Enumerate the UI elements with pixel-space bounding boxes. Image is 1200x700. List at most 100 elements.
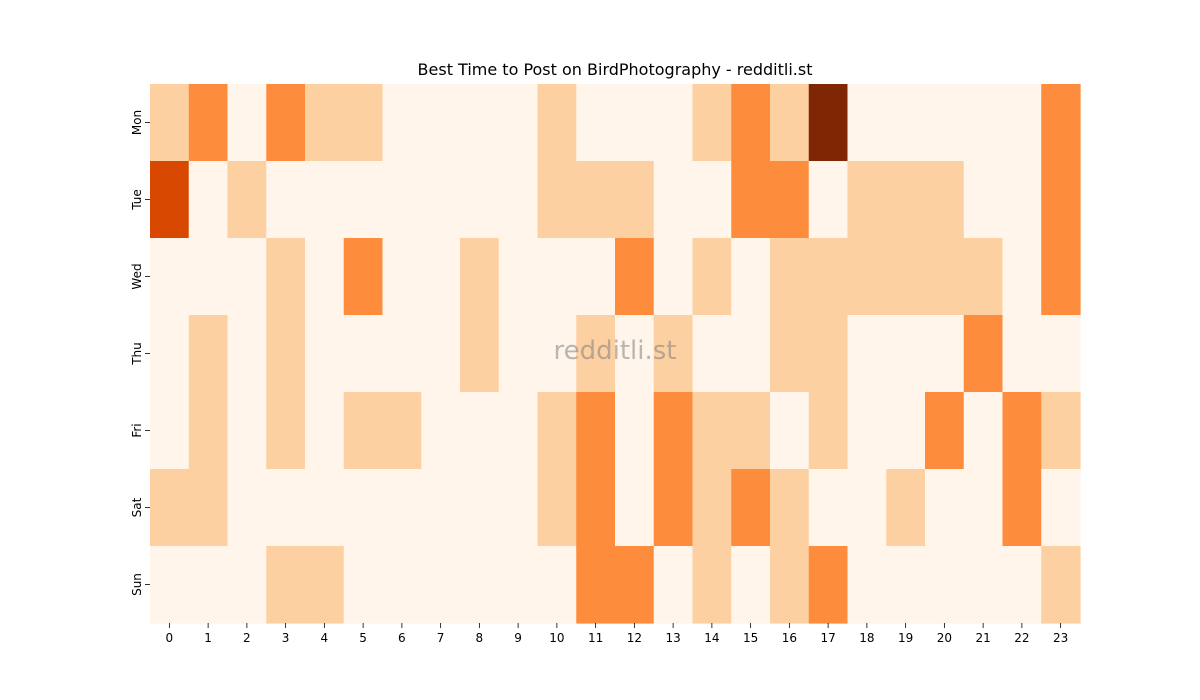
heatmap-cell-sun-6 <box>382 546 422 624</box>
heatmap-cell-thu-18 <box>847 315 887 393</box>
heatmap-cell-thu-20 <box>925 315 965 393</box>
heatmap-cell-sun-22 <box>1002 546 1042 624</box>
x-tick-label-8: 8 <box>476 631 484 645</box>
heatmap-cell-wed-7 <box>421 238 461 316</box>
heatmap-cell-sun-18 <box>847 546 887 624</box>
heatmap-cell-tue-8 <box>460 161 500 239</box>
heatmap-cell-thu-0 <box>150 315 190 393</box>
x-tick-label-9: 9 <box>514 631 522 645</box>
x-tick-label-0: 0 <box>166 631 174 645</box>
heatmap-cell-mon-19 <box>886 84 926 162</box>
heatmap-cell-sun-9 <box>498 546 539 624</box>
heatmap-cell-sat-5 <box>343 469 384 547</box>
x-tick-label-5: 5 <box>359 631 367 645</box>
heatmap-cell-sat-22 <box>1002 469 1042 547</box>
x-tick-label-11: 11 <box>588 631 603 645</box>
heatmap-cell-thu-5 <box>343 315 384 393</box>
heatmap-cell-fri-13 <box>653 392 694 470</box>
heatmap-cell-sat-16 <box>770 469 810 547</box>
heatmap-cell-sat-14 <box>692 469 732 547</box>
heatmap-cell-fri-12 <box>615 392 655 470</box>
heatmap-cell-fri-19 <box>886 392 926 470</box>
heatmap-cell-wed-9 <box>498 238 539 316</box>
heatmap-cell-tue-6 <box>382 161 422 239</box>
heatmap-cell-sun-5 <box>343 546 384 624</box>
heatmap-cell-mon-21 <box>963 84 1004 162</box>
heatmap-cell-sun-14 <box>692 546 732 624</box>
heatmap-cell-mon-5 <box>343 84 384 162</box>
heatmap-cell-tue-15 <box>731 161 771 239</box>
heatmap-cell-wed-18 <box>847 238 887 316</box>
heatmap-cell-thu-17 <box>808 315 849 393</box>
heatmap-cell-fri-0 <box>150 392 190 470</box>
heatmap-cell-mon-15 <box>731 84 771 162</box>
heatmap-cell-sat-8 <box>460 469 500 547</box>
heatmap-cell-fri-11 <box>576 392 616 470</box>
heatmap-cell-thu-1 <box>188 315 229 393</box>
heatmap-cell-wed-15 <box>731 238 771 316</box>
heatmap-cell-sat-23 <box>1041 469 1081 547</box>
heatmap-cell-sat-18 <box>847 469 887 547</box>
heatmap-cell-sun-10 <box>537 546 577 624</box>
heatmap-cell-sun-16 <box>770 546 810 624</box>
x-tick-label-21: 21 <box>975 631 990 645</box>
heatmap-cell-mon-8 <box>460 84 500 162</box>
heatmap-cell-thu-13 <box>653 315 694 393</box>
heatmap-cell-fri-8 <box>460 392 500 470</box>
heatmap-cell-sun-21 <box>963 546 1004 624</box>
heatmap-cell-tue-21 <box>963 161 1004 239</box>
heatmap-cell-sat-13 <box>653 469 694 547</box>
heatmap-cell-sat-2 <box>227 469 267 547</box>
heatmap-cell-thu-15 <box>731 315 771 393</box>
heatmap-cell-thu-4 <box>305 315 345 393</box>
heatmap-cell-sat-1 <box>188 469 229 547</box>
x-tick-label-17: 17 <box>820 631 835 645</box>
heatmap-cell-fri-21 <box>963 392 1004 470</box>
heatmap-cell-thu-16 <box>770 315 810 393</box>
heatmap-cell-tue-4 <box>305 161 345 239</box>
heatmap-cell-thu-21 <box>963 315 1004 393</box>
heatmap-cell-wed-17 <box>808 238 849 316</box>
heatmap-cell-sat-19 <box>886 469 926 547</box>
heatmap-cell-mon-22 <box>1002 84 1042 162</box>
heatmap-cell-sat-20 <box>925 469 965 547</box>
heatmap-cell-wed-19 <box>886 238 926 316</box>
heatmap-cell-wed-3 <box>266 238 306 316</box>
heatmap-cell-mon-9 <box>498 84 539 162</box>
heatmap-cell-sat-15 <box>731 469 771 547</box>
heatmap-cell-sun-1 <box>188 546 229 624</box>
heatmap-cell-sun-12 <box>615 546 655 624</box>
heatmap-cell-fri-10 <box>537 392 577 470</box>
heatmap-cell-wed-14 <box>692 238 732 316</box>
watermark: redditli.st <box>553 336 677 366</box>
heatmap-cell-thu-2 <box>227 315 267 393</box>
heatmap-cell-sun-15 <box>731 546 771 624</box>
heatmap-cell-tue-11 <box>576 161 616 239</box>
heatmap-cell-wed-4 <box>305 238 345 316</box>
heatmap-cell-fri-7 <box>421 392 461 470</box>
heatmap-cell-wed-20 <box>925 238 965 316</box>
heatmap-cell-sun-0 <box>150 546 190 624</box>
heatmap-cell-tue-22 <box>1002 161 1042 239</box>
heatmap-cell-sun-7 <box>421 546 461 624</box>
x-tick-label-6: 6 <box>398 631 406 645</box>
heatmap-cell-wed-13 <box>653 238 694 316</box>
heatmap-cell-sun-3 <box>266 546 306 624</box>
heatmap-cell-wed-0 <box>150 238 190 316</box>
heatmap-cell-wed-12 <box>615 238 655 316</box>
heatmap-cell-wed-21 <box>963 238 1004 316</box>
x-tick-label-18: 18 <box>859 631 874 645</box>
heatmap-cell-thu-6 <box>382 315 422 393</box>
heatmap-cell-fri-18 <box>847 392 887 470</box>
heatmap-cell-fri-2 <box>227 392 267 470</box>
heatmap-cell-sun-11 <box>576 546 616 624</box>
heatmap-cell-wed-2 <box>227 238 267 316</box>
heatmap-cell-tue-2 <box>227 161 267 239</box>
heatmap-cell-fri-14 <box>692 392 732 470</box>
y-tick-label-tue: Tue <box>130 189 144 211</box>
x-tick-label-2: 2 <box>243 631 251 645</box>
heatmap-cell-wed-16 <box>770 238 810 316</box>
x-tick-label-20: 20 <box>937 631 952 645</box>
